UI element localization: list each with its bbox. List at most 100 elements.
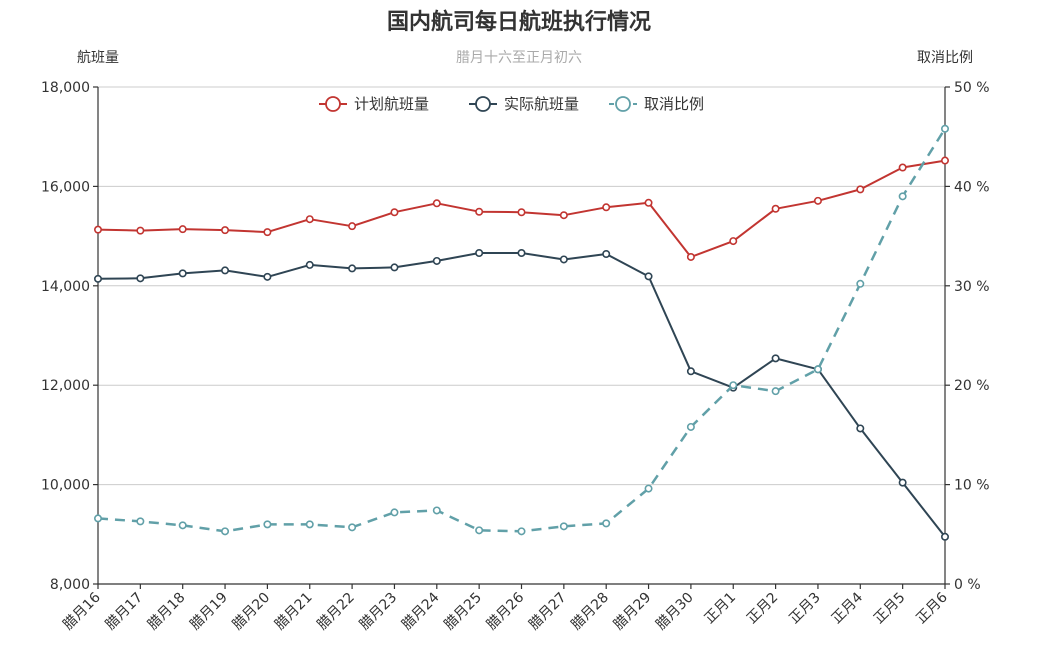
data-point[interactable] bbox=[559, 211, 568, 220]
data-point[interactable] bbox=[221, 527, 230, 536]
data-point[interactable] bbox=[263, 228, 272, 237]
data-point[interactable] bbox=[686, 252, 695, 261]
data-point[interactable] bbox=[729, 237, 738, 246]
data-point[interactable] bbox=[475, 526, 484, 535]
data-point[interactable] bbox=[517, 208, 526, 217]
data-point[interactable] bbox=[136, 274, 145, 283]
data-point[interactable] bbox=[898, 163, 907, 172]
data-point[interactable] bbox=[940, 532, 949, 541]
data-point[interactable] bbox=[221, 266, 230, 275]
data-point[interactable] bbox=[517, 248, 526, 257]
x-tick-label: 腊月28 bbox=[568, 590, 612, 634]
data-point[interactable] bbox=[136, 517, 145, 526]
data-point[interactable] bbox=[305, 215, 314, 224]
data-point[interactable] bbox=[348, 264, 357, 273]
data-point[interactable] bbox=[390, 263, 399, 272]
data-point[interactable] bbox=[856, 279, 865, 288]
data-point[interactable] bbox=[390, 508, 399, 517]
x-tick-label: 腊月17 bbox=[102, 590, 146, 634]
chart-title: 国内航司每日航班执行情况 bbox=[387, 9, 651, 35]
data-point[interactable] bbox=[136, 226, 145, 235]
data-point[interactable] bbox=[771, 354, 780, 363]
data-point[interactable] bbox=[94, 274, 103, 283]
legend[interactable]: 计划航班量 实际航班量 取消比例 bbox=[319, 95, 704, 113]
left-tick-label: 10,000 bbox=[41, 478, 90, 494]
legend-item-1[interactable]: 实际航班量 bbox=[469, 95, 579, 113]
right-tick-label: 50 % bbox=[954, 80, 990, 96]
data-point[interactable] bbox=[390, 208, 399, 217]
data-point[interactable] bbox=[348, 523, 357, 532]
data-point[interactable] bbox=[940, 124, 949, 133]
x-tick-label: 正月3 bbox=[786, 590, 823, 627]
data-point[interactable] bbox=[856, 424, 865, 433]
x-tick-label: 腊月25 bbox=[441, 590, 485, 634]
left-tick-label: 14,000 bbox=[41, 279, 90, 295]
data-point[interactable] bbox=[686, 422, 695, 431]
right-tick-label: 20 % bbox=[954, 378, 990, 394]
x-tick-label: 腊月16 bbox=[60, 589, 104, 633]
legend-marker bbox=[325, 96, 341, 112]
chart-subtitle: 腊月十六至正月初六 bbox=[456, 49, 582, 66]
right-tick-label: 40 % bbox=[954, 179, 990, 195]
axes: 8,000 0 % 10,000 10 % 12,000 20 % 14,000 30 % 16… bbox=[41, 80, 990, 633]
x-tick-label: 正月4 bbox=[829, 589, 866, 626]
data-point[interactable] bbox=[475, 248, 484, 257]
data-point[interactable] bbox=[856, 185, 865, 194]
data-point[interactable] bbox=[686, 367, 695, 376]
data-point[interactable] bbox=[475, 207, 484, 216]
data-point[interactable] bbox=[771, 204, 780, 213]
x-tick-label: 腊月27 bbox=[526, 590, 570, 634]
data-point[interactable] bbox=[432, 506, 441, 515]
data-point[interactable] bbox=[432, 199, 441, 208]
data-point[interactable] bbox=[305, 260, 314, 269]
series-line-1 bbox=[97, 252, 946, 538]
data-point[interactable] bbox=[602, 249, 611, 258]
data-point[interactable] bbox=[813, 365, 822, 374]
left-tick-label: 12,000 bbox=[41, 378, 90, 394]
grid-lines bbox=[98, 86, 945, 486]
data-point[interactable] bbox=[644, 272, 653, 281]
x-tick-label: 腊月29 bbox=[611, 590, 655, 634]
x-tick-label: 腊月23 bbox=[357, 590, 401, 634]
left-axis-name: 航班量 bbox=[77, 50, 119, 66]
data-point[interactable] bbox=[263, 272, 272, 281]
x-tick-label: 腊月30 bbox=[653, 590, 697, 634]
data-point[interactable] bbox=[94, 225, 103, 234]
x-tick-label: 腊月24 bbox=[399, 589, 443, 633]
x-tick-label: 腊月26 bbox=[484, 589, 528, 633]
legend-item-0[interactable]: 计划航班量 bbox=[319, 95, 429, 113]
data-point[interactable] bbox=[602, 519, 611, 528]
data-point[interactable] bbox=[94, 514, 103, 523]
series-lines bbox=[94, 124, 949, 541]
data-point[interactable] bbox=[305, 520, 314, 529]
data-point[interactable] bbox=[559, 522, 568, 531]
x-tick-label: 腊月18 bbox=[145, 590, 189, 634]
data-point[interactable] bbox=[898, 192, 907, 201]
data-point[interactable] bbox=[644, 198, 653, 207]
data-point[interactable] bbox=[178, 269, 187, 278]
data-point[interactable] bbox=[221, 226, 230, 235]
data-point[interactable] bbox=[644, 484, 653, 493]
legend-marker bbox=[615, 96, 631, 112]
data-point[interactable] bbox=[348, 222, 357, 231]
right-tick-label: 0 % bbox=[954, 577, 981, 593]
legend-label: 实际航班量 bbox=[504, 95, 579, 113]
data-point[interactable] bbox=[432, 256, 441, 265]
data-point[interactable] bbox=[178, 225, 187, 234]
data-point[interactable] bbox=[940, 156, 949, 165]
data-point[interactable] bbox=[771, 387, 780, 396]
legend-label: 计划航班量 bbox=[354, 95, 429, 113]
data-point[interactable] bbox=[263, 520, 272, 529]
data-point[interactable] bbox=[178, 521, 187, 530]
data-point[interactable] bbox=[813, 196, 822, 205]
legend-item-2[interactable]: 取消比例 bbox=[609, 95, 704, 113]
data-point[interactable] bbox=[729, 381, 738, 390]
data-point[interactable] bbox=[517, 527, 526, 536]
data-point[interactable] bbox=[898, 478, 907, 487]
data-point[interactable] bbox=[602, 203, 611, 212]
data-point[interactable] bbox=[559, 255, 568, 264]
legend-label: 取消比例 bbox=[644, 95, 704, 113]
left-tick-label: 8,000 bbox=[50, 577, 90, 593]
x-tick-label: 腊月22 bbox=[314, 590, 358, 634]
